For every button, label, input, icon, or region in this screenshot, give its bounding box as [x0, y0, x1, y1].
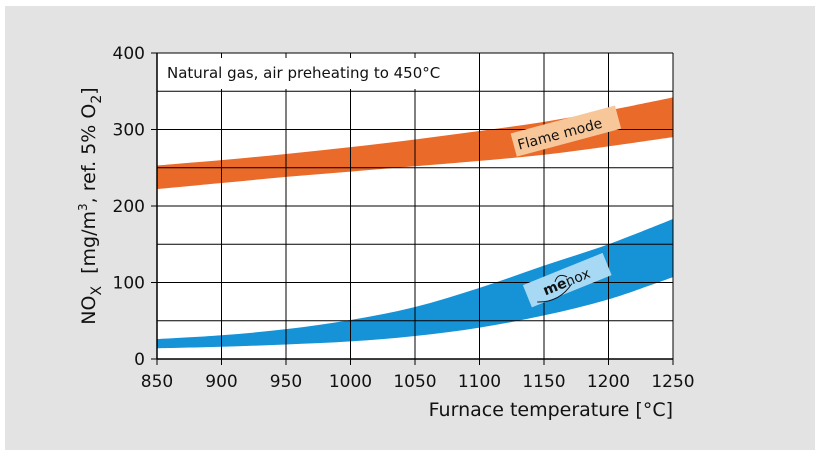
y-tick-label: 400 — [113, 44, 145, 64]
chart-note: Natural gas, air preheating to 450°C — [167, 64, 440, 82]
x-tick-label: 900 — [205, 372, 237, 392]
x-axis-title: Furnace temperature [°C] — [429, 399, 673, 421]
nox-chart: 850 900 950 1000 1050 1100 1150 1200 1250 0 100 200… — [76, 44, 695, 421]
x-tick-label: 1150 — [522, 372, 565, 392]
menox-label-bg — [522, 252, 612, 308]
y-axis-title-sup: 3 — [76, 203, 90, 211]
y-axis-title-rest2: , ref. 5% O — [78, 104, 100, 204]
x-tick-label: 1000 — [329, 372, 372, 392]
y-axis-title-close: ] — [78, 87, 100, 94]
x-tick-label: 950 — [270, 372, 302, 392]
note-box — [162, 58, 456, 89]
chart-panel: 850 900 950 1000 1050 1100 1150 1200 1250 0 100 200… — [5, 6, 815, 450]
y-axis-title-main: NO — [78, 296, 100, 325]
y-tick-label: 200 — [113, 197, 145, 217]
y-axis-title-sub2: 2 — [89, 95, 105, 104]
x-tick-label: 1200 — [587, 372, 630, 392]
y-axis-title-rest: [mg/m — [78, 211, 100, 286]
y-tick-label: 0 — [134, 350, 145, 370]
menox-logo-swoosh — [537, 283, 573, 303]
y-tick-label: 300 — [113, 121, 145, 141]
x-tick-label: 1100 — [458, 372, 501, 392]
x-tick-label: 1250 — [651, 372, 694, 392]
x-tick-label: 1050 — [393, 372, 436, 392]
y-tick-label: 100 — [113, 274, 145, 294]
y-axis-title: NOX [mg/m3, ref. 5% O2] — [76, 87, 105, 324]
x-tick-label: 850 — [141, 372, 173, 392]
y-axis-title-sub: X — [89, 286, 105, 296]
flame-mode-label-bg — [510, 105, 622, 157]
menox-logo-arc — [554, 274, 568, 283]
